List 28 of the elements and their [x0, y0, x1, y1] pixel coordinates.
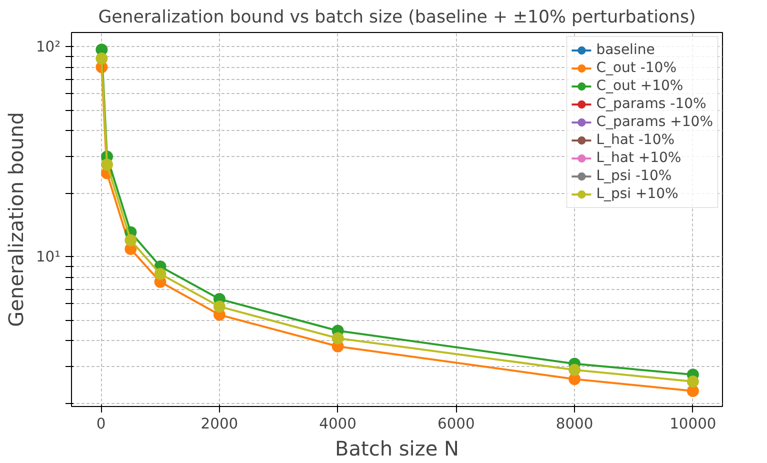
x-axis-title: Batch size N [335, 436, 459, 460]
legend-label: C_params -10% [596, 96, 706, 112]
point [213, 300, 226, 313]
y-tick-label: 10² [36, 38, 61, 56]
x-tick-label: 0 [96, 416, 106, 432]
legend-label: L_psi -10% [596, 168, 672, 184]
point [101, 158, 114, 171]
x-tick-label: 6000 [438, 416, 475, 432]
point [124, 234, 137, 246]
point [686, 376, 699, 388]
x-tick-label: 8000 [556, 416, 594, 432]
y-tick-label: 10¹ [36, 248, 61, 266]
legend-label: baseline [596, 42, 655, 58]
point [96, 52, 108, 64]
legend-label: L_psi +10% [596, 186, 678, 202]
x-tick-label: 4000 [319, 416, 356, 432]
point [332, 332, 344, 344]
point [154, 268, 166, 280]
point [568, 364, 581, 376]
legend-label: L_hat +10% [596, 150, 682, 166]
x-tick-label: 2000 [200, 416, 238, 432]
legend-label: C_out -10% [596, 60, 677, 76]
legend-label: L_hat -10% [596, 132, 675, 148]
legend-label: C_params +10% [596, 114, 713, 130]
x-tick-label: 10000 [670, 416, 716, 432]
y-axis-title: Generalization bound [4, 112, 28, 327]
chart-title: Generalization bound vs batch size (baseline + ±10% perturbations) [98, 8, 696, 28]
legend-label: C_out +10% [596, 78, 684, 94]
